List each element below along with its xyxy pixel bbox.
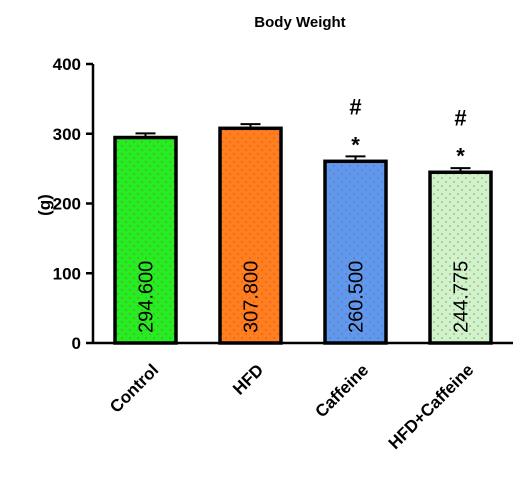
significance-star: * (456, 143, 465, 168)
y-tick-label: 300 (53, 125, 81, 144)
y-tick-label: 400 (53, 55, 81, 74)
data-label: 294.600 (136, 261, 158, 333)
x-category-label: Control (106, 360, 162, 416)
bar-texture (430, 172, 491, 343)
y-axis: 0 100 200 300 400 (53, 55, 93, 353)
x-axis-labels: Control HFD Caffeine HFD+Caffeine (106, 360, 477, 453)
significance-star: * (351, 132, 360, 157)
y-tick-label: 200 (53, 195, 81, 214)
bar-texture (325, 161, 386, 343)
chart-title: Body Weight (254, 14, 345, 31)
x-category-label: HFD (229, 360, 267, 398)
y-tick-label: 100 (53, 264, 81, 283)
significance-hash: # (454, 105, 466, 130)
bar-texture (220, 128, 281, 343)
data-label: 260.500 (346, 261, 368, 333)
bar-texture (115, 137, 176, 343)
x-category-label: Caffeine (311, 360, 372, 421)
y-axis-label: (g) (35, 194, 54, 216)
y-tick-label: 0 (72, 334, 81, 353)
data-label: 307.800 (241, 261, 263, 333)
x-category-label: HFD+Caffeine (385, 360, 478, 453)
bars-group: 294.600 307.800 260.500 # * 244.775 # * (113, 94, 493, 345)
data-label: 244.775 (451, 261, 473, 333)
significance-hash: # (349, 94, 361, 119)
